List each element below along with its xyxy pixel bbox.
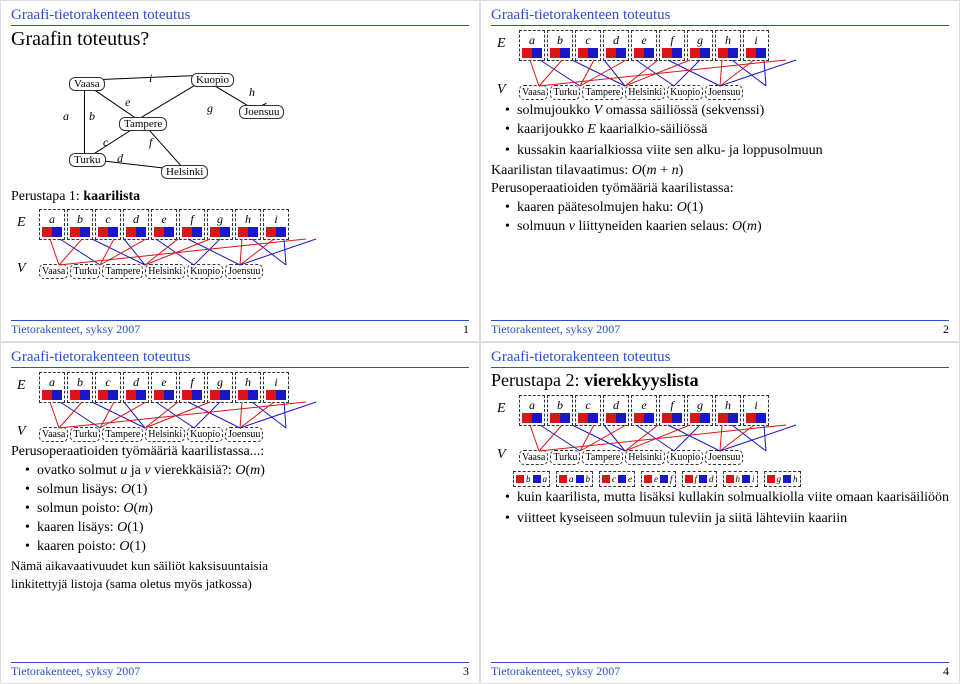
page-2: 2 — [943, 322, 949, 337]
perustapa-1-line: Perustapa 1: kaarilista — [11, 189, 469, 205]
ev-diagram-3: EabcdefghiVVaasaTurkuTampereHelsinkiKuop… — [17, 372, 469, 442]
slide-3: Graafi-tietorakenteen toteutus Eabcdefgh… — [0, 342, 480, 684]
bullet-item: kaaren päätesolmujen haku: O(1) — [505, 199, 949, 218]
perustapa-2-bold: vierekkyyslista — [584, 370, 699, 390]
header-2: Graafi-tietorakenteen toteutus — [491, 7, 949, 26]
bullets-4: kuin kaarilista, mutta lisäksi kullakin … — [505, 489, 949, 508]
bullet-item: ovatko solmut u ja v vierekkäisiä?: O(m) — [25, 462, 469, 481]
perustapa-1-bold: kaarilista — [83, 189, 140, 204]
line-perusoper-2: Perusoperaatioiden työmääriä kaarilistas… — [491, 181, 949, 197]
footer-2: Tietorakenteet, syksy 2007 2 — [491, 320, 949, 337]
bullet-item: kuin kaarilista, mutta lisäksi kullakin … — [505, 489, 949, 508]
slide-grid: Graafi-tietorakenteen toteutus Graafin t… — [0, 0, 960, 684]
ev-diagram-2: EabcdefghiVVaasaTurkuTampereHelsinkiKuop… — [497, 30, 949, 100]
ev-diagram-4: EabcdefghiVVaasaTurkuTampereHelsinkiKuop… — [497, 395, 949, 465]
line-perusoper-3: Perusoperaatioiden työmääriä kaarilistas… — [11, 444, 469, 460]
footer-text-2: Tietorakenteet, syksy 2007 — [491, 322, 620, 337]
header-3: Graafi-tietorakenteen toteutus — [11, 349, 469, 368]
sub-bullets-4: viitteet kyseiseen solmuun tuleviin ja s… — [505, 510, 949, 529]
bullet-item: solmun lisäys: O(1) — [25, 481, 469, 500]
header: Graafi-tietorakenteen toteutus — [11, 7, 469, 26]
line-nama-1: Nämä aikavaativuudet kun säiliöt kaksisu… — [11, 558, 469, 574]
bullets-3: ovatko solmut u ja v vierekkäisiä?: O(m)… — [25, 462, 469, 556]
slide-4: Graafi-tietorakenteen toteutus Perustapa… — [480, 342, 960, 684]
footer-1: Tietorakenteet, syksy 2007 1 — [11, 320, 469, 337]
slide-1: Graafi-tietorakenteen toteutus Graafin t… — [0, 0, 480, 342]
footer-4: Tietorakenteet, syksy 2007 4 — [491, 662, 949, 679]
subtitle-4: Perustapa 2: vierekkyyslista — [491, 370, 949, 391]
bullet-item: kaaren poisto: O(1) — [25, 538, 469, 557]
subtitle-1: Graafin toteutus? — [11, 28, 469, 51]
perustapa-2-pre: Perustapa 2: — [491, 370, 579, 390]
ev-diagram-1: EabcdefghiVVaasaTurkuTampereHelsinkiKuop… — [17, 209, 469, 279]
bullets-2a: solmujoukko V omassa säiliössä (sekvenss… — [505, 102, 949, 140]
header-4: Graafi-tietorakenteen toteutus — [491, 349, 949, 368]
adjacency-lists: baabceeffdhigh — [491, 471, 949, 487]
sub-bullets-2: kussakin kaarialkiossa viite sen alku- j… — [505, 142, 949, 161]
bullet-item: kaaren lisäys: O(1) — [25, 519, 469, 538]
slide-2: Graafi-tietorakenteen toteutus Eabcdefgh… — [480, 0, 960, 342]
footer-text-3: Tietorakenteet, syksy 2007 — [11, 664, 140, 679]
line-nama-2: linkitettyjä listoja (sama oletus myös j… — [11, 576, 469, 592]
footer-text-4: Tietorakenteet, syksy 2007 — [491, 664, 620, 679]
page-4: 4 — [943, 664, 949, 679]
bullet-item: solmun poisto: O(m) — [25, 500, 469, 519]
page-1: 1 — [463, 322, 469, 337]
footer-3: Tietorakenteet, syksy 2007 3 — [11, 662, 469, 679]
footer-text-1: Tietorakenteet, syksy 2007 — [11, 322, 140, 337]
perustapa-1-pre: Perustapa 1: — [11, 189, 80, 204]
bullet-item: kaarijoukko E kaarialkio-säiliössä — [505, 121, 949, 140]
bullet-item: solmujoukko V omassa säiliössä (sekvenss… — [505, 102, 949, 121]
bullet-item: solmuun v liittyneiden kaarien selaus: O… — [505, 218, 949, 237]
page-3: 3 — [463, 664, 469, 679]
sub-bullet-4: viitteet kyseiseen solmuun tuleviin ja s… — [505, 510, 949, 529]
bullets-2b: kaaren päätesolmujen haku: O(1)solmuun v… — [505, 199, 949, 237]
sub-bullet-2: kussakin kaarialkiossa viite sen alku- j… — [505, 142, 949, 161]
graph-tree: VaasaTurkuTampereHelsinkiKuopioJoensuuab… — [41, 55, 301, 185]
line-kaarilistan: Kaarilistan tilavaatimus: O(m + n) — [491, 163, 949, 179]
